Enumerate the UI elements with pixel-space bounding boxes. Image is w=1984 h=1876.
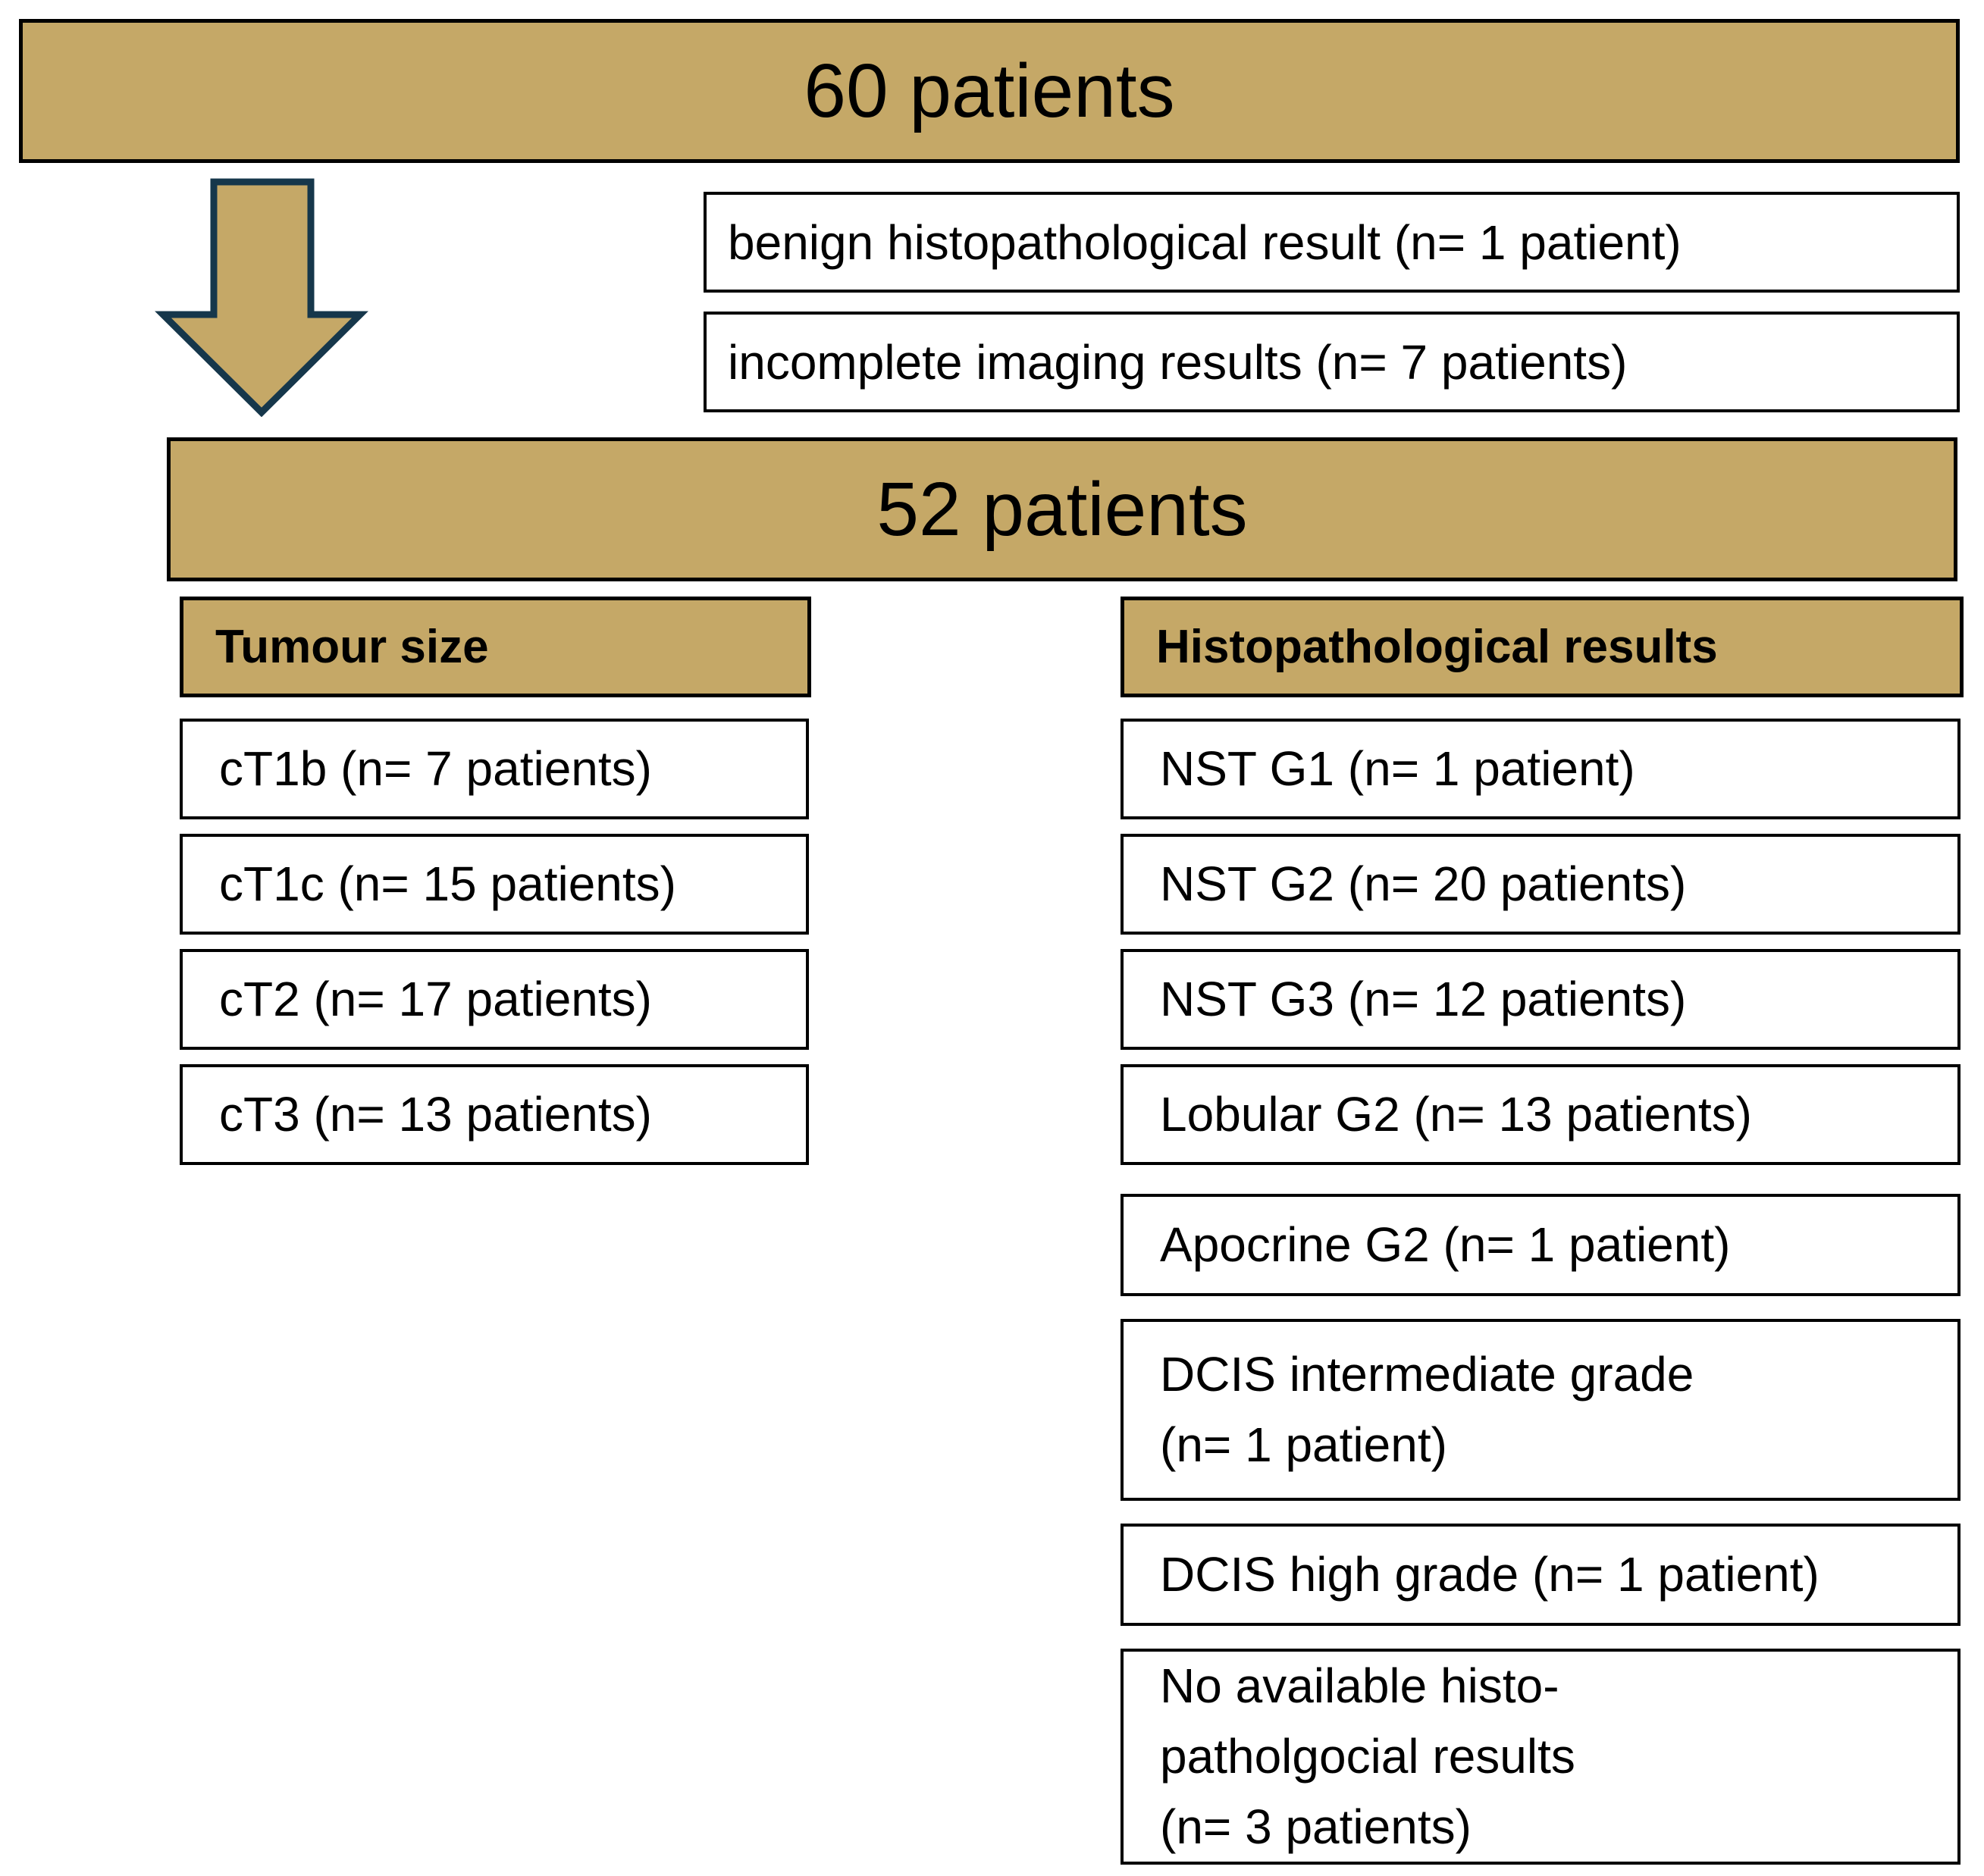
tumour-size-box-ct2: cT2 (n= 17 patients)	[180, 949, 809, 1050]
tumour-size-box-ct3: cT3 (n= 13 patients)	[180, 1064, 809, 1165]
histopathology-header-label: Histopathological results	[1156, 620, 1718, 673]
exclusion-box-benign: benign histopathological result (n= 1 pa…	[704, 192, 1960, 293]
exclusion-label: benign histopathological result (n= 1 pa…	[728, 215, 1682, 270]
tumour-size-label: cT3 (n= 13 patients)	[219, 1087, 652, 1142]
tumour-size-header-label: Tumour size	[215, 620, 489, 673]
tumour-size-box-ct1b: cT1b (n= 7 patients)	[180, 719, 809, 819]
included-patients-label: 52 patients	[876, 467, 1248, 552]
histopathology-box-dcis-high: DCIS high grade (n= 1 patient)	[1121, 1524, 1960, 1626]
exclusion-box-incomplete-imaging: incomplete imaging results (n= 7 patient…	[704, 312, 1960, 412]
histopathology-box-nst-g2: NST G2 (n= 20 patients)	[1121, 834, 1960, 935]
histopathology-label: No available histo- patholgocial results…	[1160, 1658, 1575, 1854]
total-patients-label: 60 patients	[804, 49, 1175, 133]
histopathology-header: Histopathological results	[1121, 597, 1964, 697]
exclusion-label: incomplete imaging results (n= 7 patient…	[728, 334, 1628, 390]
down-arrow-icon	[148, 178, 375, 417]
total-patients-box: 60 patients	[19, 19, 1960, 163]
histopathology-box-dcis-intermediate: DCIS intermediate grade (n= 1 patient)	[1121, 1319, 1960, 1501]
tumour-size-header: Tumour size	[180, 597, 811, 697]
tumour-size-label: cT1b (n= 7 patients)	[219, 741, 652, 797]
included-patients-box: 52 patients	[167, 437, 1957, 581]
histopathology-label: NST G3 (n= 12 patients)	[1160, 972, 1687, 1027]
histopathology-label: DCIS intermediate grade (n= 1 patient)	[1160, 1347, 1694, 1472]
histopathology-label: NST G1 (n= 1 patient)	[1160, 741, 1635, 797]
histopathology-box-nst-g3: NST G3 (n= 12 patients)	[1121, 949, 1960, 1050]
histopathology-box-lobular-g2: Lobular G2 (n= 13 patients)	[1121, 1064, 1960, 1165]
histopathology-label: NST G2 (n= 20 patients)	[1160, 857, 1687, 912]
tumour-size-label: cT2 (n= 17 patients)	[219, 972, 652, 1027]
histopathology-box-no-available: No available histo- patholgocial results…	[1121, 1649, 1960, 1865]
histopathology-label: Apocrine G2 (n= 1 patient)	[1160, 1217, 1731, 1273]
histopathology-box-nst-g1: NST G1 (n= 1 patient)	[1121, 719, 1960, 819]
tumour-size-box-ct1c: cT1c (n= 15 patients)	[180, 834, 809, 935]
histopathology-label: DCIS high grade (n= 1 patient)	[1160, 1547, 1819, 1602]
tumour-size-label: cT1c (n= 15 patients)	[219, 857, 676, 912]
histopathology-label: Lobular G2 (n= 13 patients)	[1160, 1087, 1752, 1142]
histopathology-box-apocrine-g2: Apocrine G2 (n= 1 patient)	[1121, 1194, 1960, 1296]
